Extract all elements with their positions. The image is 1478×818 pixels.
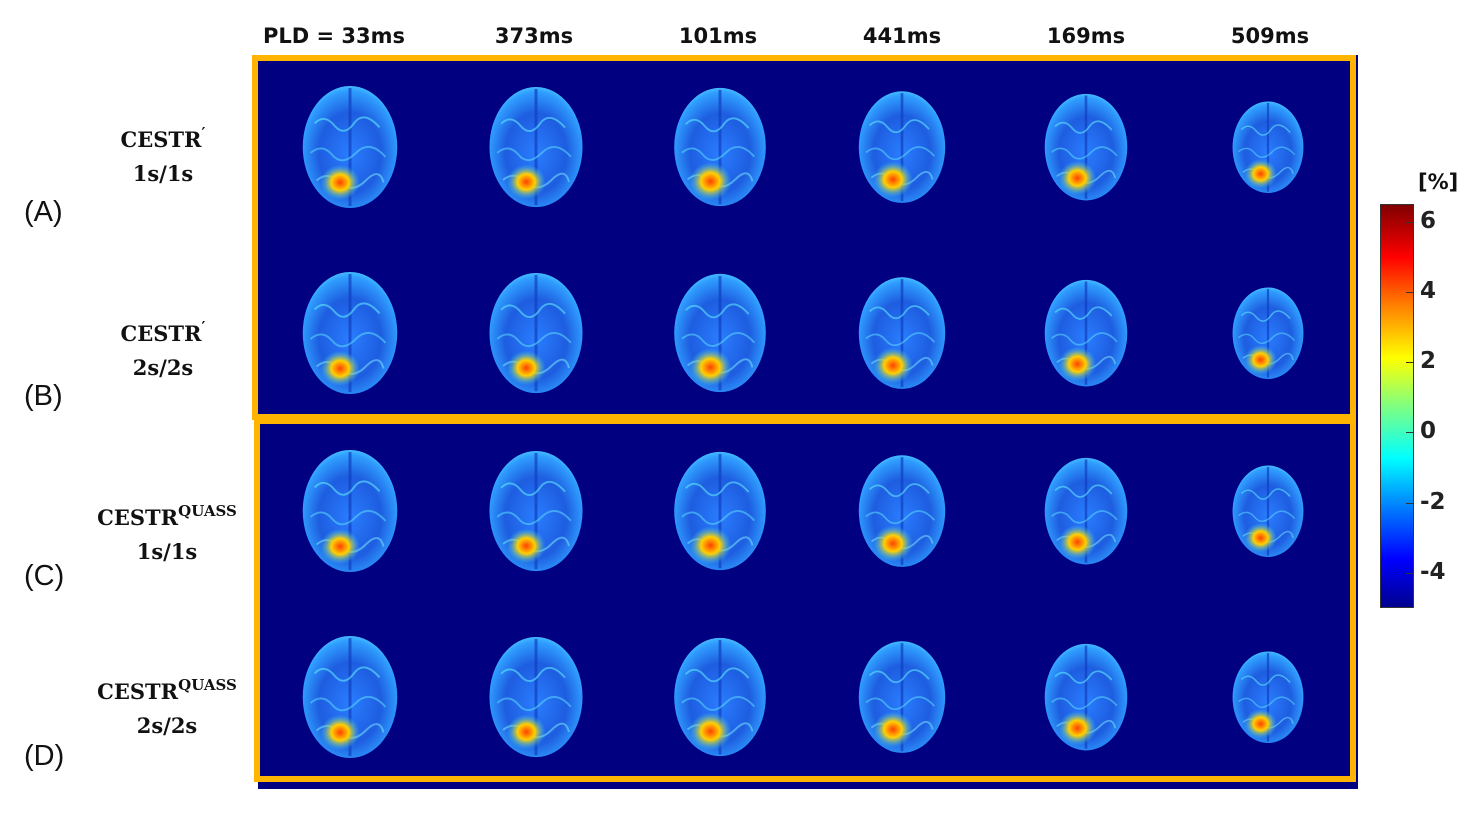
colorbar-tick-label: 2 <box>1420 348 1437 375</box>
row-label-d: CESTRQUASS 2s/2s <box>72 668 262 743</box>
row-label-a: CESTR′ 1s/1s <box>68 116 258 191</box>
brain-map-r2-c3 <box>674 273 766 393</box>
brain-map-r1-c2 <box>489 86 583 208</box>
brain-map-r4-c5 <box>1044 643 1128 751</box>
row-label-c-superscript: QUASS <box>178 502 237 520</box>
brain-map-r1-c6 <box>1232 101 1304 194</box>
brain-map-r4-c6 <box>1232 651 1304 744</box>
row-label-c: CESTRQUASS 1s/1s <box>72 494 262 569</box>
brain-map-r1-c3 <box>674 87 766 207</box>
colorbar-tick-label: 6 <box>1420 207 1437 234</box>
column-header-1: PLD = 33ms <box>262 24 406 48</box>
panel-label-d: (D) <box>24 740 65 772</box>
brain-map-r2-c2 <box>489 272 583 394</box>
colorbar-tick-mark <box>1406 502 1414 504</box>
brain-map-r1-c1 <box>302 85 398 209</box>
row-label-d-superscript: QUASS <box>178 676 237 694</box>
colorbar-tick-label: -4 <box>1420 558 1446 585</box>
frame-cestr-prime <box>252 55 1356 420</box>
brain-map-r2-c4 <box>858 277 946 389</box>
colorbar-tick-label: -2 <box>1420 488 1446 515</box>
row-label-c-name: CESTR <box>97 505 179 530</box>
panel-label-c: (C) <box>24 560 65 592</box>
brain-map-r4-c3 <box>674 637 766 757</box>
brain-map-r3-c5 <box>1044 457 1128 565</box>
brain-map-r3-c2 <box>489 450 583 572</box>
frame-cestr-quass <box>254 418 1356 782</box>
panel-label-b: (B) <box>24 380 63 412</box>
brain-map-r4-c4 <box>858 641 946 753</box>
brain-map-r4-c2 <box>489 636 583 758</box>
brain-map-r2-c5 <box>1044 279 1128 387</box>
brain-map-r1-c4 <box>858 91 946 203</box>
colorbar-tick-mark <box>1406 221 1414 223</box>
row-label-a-superscript: ′ <box>201 124 206 142</box>
brain-map-r3-c6 <box>1232 465 1304 558</box>
row-label-a-sub: 1s/1s <box>132 161 194 186</box>
colorbar-tick-mark <box>1406 572 1414 574</box>
brain-map-r4-c1 <box>302 635 398 759</box>
row-label-b: CESTR′ 2s/2s <box>68 310 258 385</box>
column-header-3: 101ms <box>678 24 758 48</box>
row-label-c-sub: 1s/1s <box>136 539 198 564</box>
row-label-b-name: CESTR <box>120 321 202 346</box>
colorbar <box>1380 204 1414 608</box>
row-label-b-sub: 2s/2s <box>132 355 194 380</box>
row-label-b-superscript: ′ <box>201 318 206 336</box>
colorbar-tick-mark <box>1406 362 1414 364</box>
colorbar-tick-label: 4 <box>1420 277 1437 304</box>
brain-map-r3-c3 <box>674 451 766 571</box>
colorbar-tick-mark <box>1406 291 1414 293</box>
colorbar-unit: [%] <box>1418 170 1459 194</box>
panel-label-a: (A) <box>24 196 63 228</box>
column-header-4: 441ms <box>862 24 942 48</box>
brain-map-r3-c4 <box>858 455 946 567</box>
colorbar-tick-mark <box>1406 432 1414 434</box>
brain-map-r2-c6 <box>1232 287 1304 380</box>
column-header-6: 509ms <box>1230 24 1310 48</box>
row-label-d-sub: 2s/2s <box>136 713 198 738</box>
column-header-2: 373ms <box>494 24 574 48</box>
column-header-5: 169ms <box>1046 24 1126 48</box>
brain-map-r1-c5 <box>1044 93 1128 201</box>
brain-map-r2-c1 <box>302 271 398 395</box>
colorbar-tick-label: 0 <box>1420 418 1437 445</box>
row-label-d-name: CESTR <box>97 679 179 704</box>
brain-map-r3-c1 <box>302 449 398 573</box>
row-label-a-name: CESTR <box>120 127 202 152</box>
